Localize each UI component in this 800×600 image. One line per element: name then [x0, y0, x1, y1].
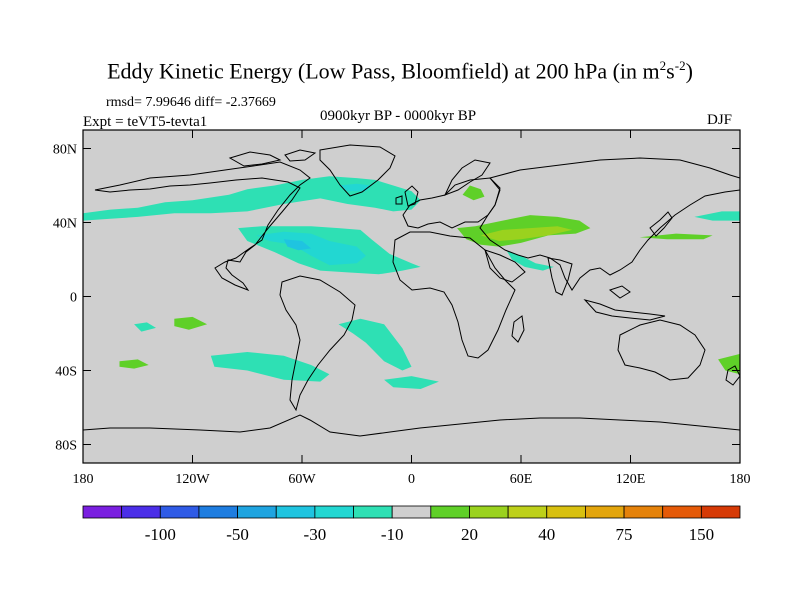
- coast-india: [547, 257, 573, 296]
- x-tick-label: 120E: [616, 472, 646, 487]
- coast-uk: [395, 185, 419, 207]
- region-south-pacific-positive: [174, 316, 208, 330]
- coast-indonesia: [583, 285, 666, 321]
- colorbar-swatch: [507, 505, 548, 519]
- coast-madagascar: [511, 315, 525, 343]
- colorbar-swatch: [121, 505, 161, 519]
- colorbar-label: -10: [381, 525, 404, 544]
- region-south-pacific-negative: [134, 322, 156, 332]
- coastlines: [83, 144, 740, 437]
- coast-new-zealand: [725, 365, 740, 386]
- region-southern-ocean-negative: [210, 352, 330, 382]
- x-tick-label: 60W: [288, 472, 316, 487]
- colorbar-swatch: [275, 505, 316, 519]
- coast-antarctica: [83, 414, 740, 437]
- coast-arctic-islands: [228, 149, 317, 167]
- contour-regions: [83, 176, 740, 389]
- y-tick-label: 80S: [55, 439, 77, 454]
- region-south-indian-positive: [718, 353, 740, 375]
- y-tick-label: 0: [70, 291, 77, 306]
- region-eurasia-core: [480, 226, 573, 241]
- colorbar-swatch: [623, 505, 664, 519]
- region-north-pacific-negative: [694, 211, 740, 221]
- x-tick-label: 180: [73, 472, 94, 487]
- coast-asia: [479, 157, 740, 291]
- coast-south-america: [279, 275, 356, 412]
- region-north-atlantic-negative: [83, 176, 421, 221]
- region-central-atlantic-deep: [283, 239, 312, 251]
- colorbar: -100 -50 -30 -10 20 40 75 150: [82, 505, 741, 544]
- coast-arabia: [484, 249, 526, 283]
- y-tick-label: 40N: [53, 217, 77, 232]
- colorbar-label: 20: [461, 525, 478, 544]
- colorbar-swatch: [700, 505, 741, 519]
- period-label: 0900kyr BP - 0000kyr BP: [320, 108, 477, 124]
- region-south-pacific-positive-2: [119, 359, 149, 369]
- coast-greenland: [319, 144, 396, 197]
- coast-scandinavia: [444, 159, 491, 196]
- colorbar-label: -30: [304, 525, 327, 544]
- colorbar-label: 75: [616, 525, 633, 544]
- coast-africa: [392, 231, 516, 359]
- region-north-atlantic-core: [338, 183, 372, 192]
- colorbar-swatch: [546, 505, 586, 519]
- colorbar-swatch: [469, 505, 509, 519]
- coast-australia: [617, 319, 706, 381]
- coast-japan: [649, 211, 673, 237]
- x-tick-label: 180: [730, 472, 751, 487]
- colorbar-swatch: [391, 505, 432, 519]
- colorbar-swatch: [82, 505, 123, 519]
- region-south-atlantic-negative: [338, 318, 412, 371]
- region-scandinavia-positive: [462, 185, 485, 201]
- y-tick-label: 40S: [55, 365, 77, 380]
- colorbar-swatch: [159, 505, 200, 519]
- coast-north-america: [94, 161, 311, 292]
- colorbar-swatch: [662, 505, 702, 519]
- colorbar-swatch: [198, 505, 238, 519]
- region-southern-ocean-negative-2: [384, 376, 439, 389]
- region-central-atlantic-core: [256, 231, 366, 266]
- experiment-label: Expt = teVT5-tevta1: [83, 114, 208, 130]
- colorbar-label: 40: [538, 525, 555, 544]
- colorbar-label: 150: [689, 525, 715, 544]
- colorbar-swatch: [585, 505, 625, 519]
- chart-title: Eddy Kinetic Energy (Low Pass, Bloomfiel…: [107, 58, 693, 84]
- colorbar-swatch: [430, 505, 470, 519]
- map-background: [83, 130, 740, 463]
- colorbar-label: -50: [226, 525, 249, 544]
- y-tick-label: 80N: [53, 143, 77, 158]
- x-tick-label: 0: [408, 472, 415, 487]
- region-west-pacific-positive: [639, 233, 713, 240]
- colorbar-swatch: [353, 505, 393, 519]
- rmsd-label: rmsd= 7.99646 diff= -2.37669: [106, 95, 276, 110]
- x-tick-label: 60E: [510, 472, 533, 487]
- colorbar-label: -100: [145, 525, 176, 544]
- colorbar-swatch: [237, 505, 277, 519]
- season-label: DJF: [707, 112, 733, 128]
- x-tick-label: 120W: [175, 472, 210, 487]
- colorbar-swatch: [314, 505, 354, 519]
- axes: 180 120W 60W 0 60E 120E 180 80N 40N 0 40S 80S: [53, 130, 751, 487]
